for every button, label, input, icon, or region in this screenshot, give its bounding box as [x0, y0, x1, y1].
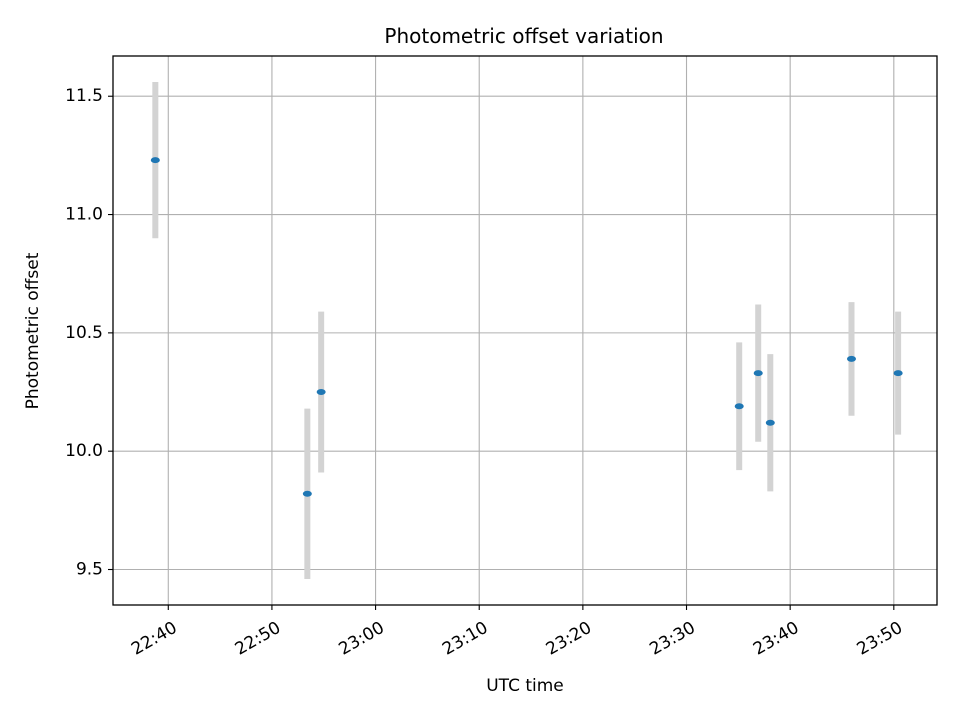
x-tick-label: 23:40 [750, 618, 802, 660]
data-point [765, 419, 775, 426]
data-points [150, 157, 903, 497]
x-tick-label: 23:00 [335, 618, 387, 660]
x-tick-label: 23:10 [439, 618, 491, 660]
y-tick-label: 10.0 [65, 441, 103, 461]
x-tick-label: 23:30 [646, 618, 698, 660]
error-bars [152, 82, 902, 579]
data-point [734, 403, 744, 410]
x-axis-title: UTC time [486, 676, 564, 696]
data-point [302, 490, 312, 497]
data-point [893, 370, 903, 377]
data-point [150, 157, 160, 164]
x-tick-label: 22:50 [232, 618, 284, 660]
x-axis-ticks: 22:40 22:50 23:00 23:10 23:20 23:30 23:40 23:50 [128, 605, 906, 660]
x-tick-label: 23:20 [543, 618, 595, 660]
y-axis-title: Photometric offset [23, 252, 43, 409]
grid-lines [113, 56, 937, 605]
y-tick-label: 9.5 [76, 560, 103, 580]
y-tick-label: 11.0 [65, 205, 103, 225]
y-tick-label: 11.5 [65, 86, 103, 106]
plot-frame [112, 55, 938, 606]
y-axis-ticks: 9.5 10.0 10.5 11.0 11.5 [65, 86, 113, 580]
data-point [753, 370, 763, 377]
x-tick-label: 22:40 [128, 618, 180, 660]
data-point [846, 355, 856, 362]
y-tick-label: 10.5 [65, 323, 103, 343]
x-tick-label: 23:50 [854, 618, 906, 660]
chart-title: Photometric offset variation [384, 24, 663, 48]
data-point [316, 389, 326, 396]
